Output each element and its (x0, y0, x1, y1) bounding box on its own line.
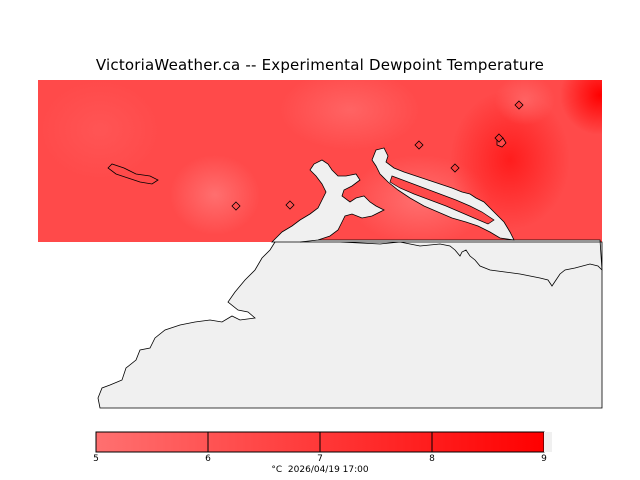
legend-colorbar (95, 431, 552, 453)
map-title: VictoriaWeather.ca -- Experimental Dewpo… (95, 56, 545, 74)
station-marker (414, 140, 424, 150)
station-marker (494, 133, 504, 143)
land-inner-island (389, 175, 495, 225)
dewpoint-field (38, 80, 602, 242)
station-marker (231, 201, 241, 211)
station-marker (285, 200, 295, 210)
land-small-island (107, 163, 159, 185)
land-mass-south (97, 237, 603, 409)
station-marker (450, 163, 460, 173)
land-vancouver-island (271, 159, 385, 243)
station-markers (231, 100, 524, 211)
station-marker (514, 100, 524, 110)
